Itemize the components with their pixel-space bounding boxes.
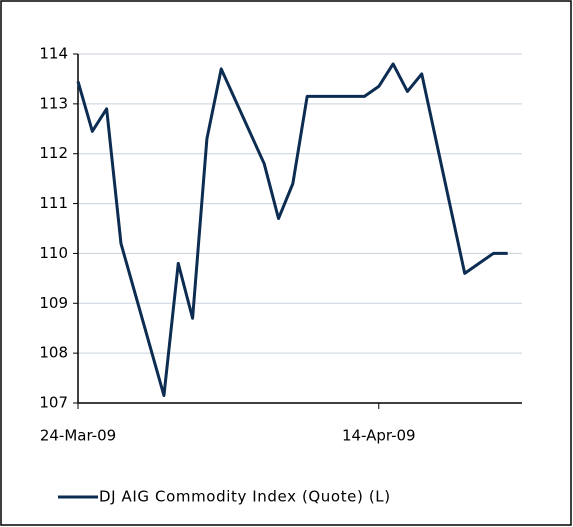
y-tick-label: 108 (39, 344, 68, 362)
x-tick-label: 24-Mar-09 (40, 427, 116, 445)
legend-label: DJ AIG Commodity Index (Quote) (L) (99, 488, 391, 506)
y-tick-label: 112 (39, 144, 68, 162)
x-tick-label: 14-Apr-09 (342, 427, 416, 445)
y-tick-label: 109 (39, 294, 68, 312)
y-tick-label: 107 (39, 394, 68, 412)
y-tick-label: 110 (39, 244, 68, 262)
y-tick-label: 113 (39, 94, 68, 112)
y-tick-label: 114 (39, 45, 68, 63)
y-tick-label: 111 (39, 194, 68, 212)
line-series (76, 62, 508, 398)
